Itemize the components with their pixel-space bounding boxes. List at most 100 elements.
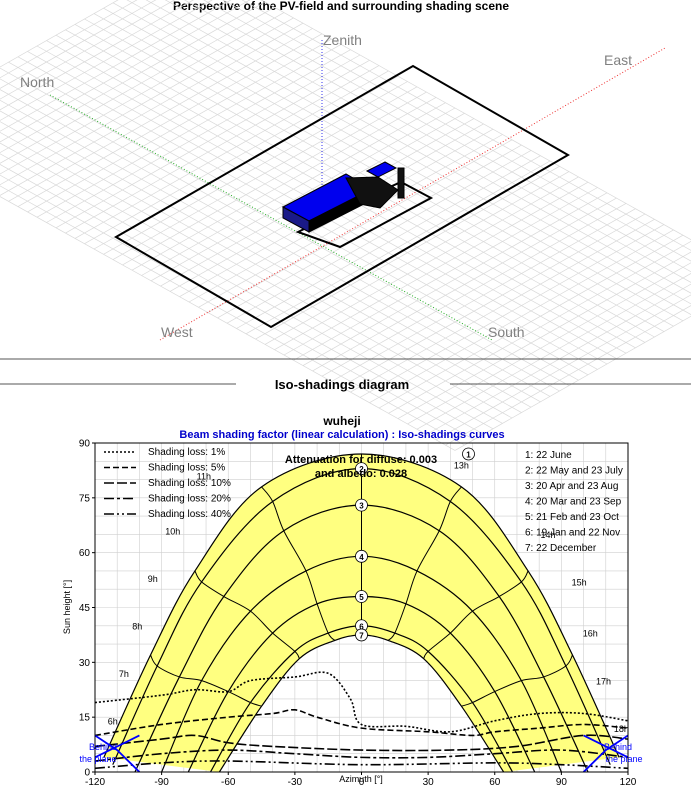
east-label: East xyxy=(604,52,632,68)
sun-path-marker-label: 7 xyxy=(359,631,364,640)
x-tick-label: -30 xyxy=(288,777,303,788)
x-tick-label: -60 xyxy=(221,777,236,788)
grid-line xyxy=(0,142,503,424)
west-east-axis xyxy=(159,47,666,341)
grid-line xyxy=(112,2,684,322)
north-south-axis xyxy=(49,94,493,341)
grid-line xyxy=(0,185,465,446)
shading-curve-10% xyxy=(95,734,628,752)
hour-label: 13h xyxy=(454,461,469,471)
hour-label: 11h xyxy=(197,472,211,482)
y-tick-label: 60 xyxy=(79,548,91,559)
y-tick-label: 0 xyxy=(84,768,90,779)
grid-line xyxy=(0,99,541,403)
grid-line xyxy=(407,262,691,425)
loss-legend-label: Shading loss: 5% xyxy=(148,463,225,474)
grid-line xyxy=(0,67,570,386)
grid-line xyxy=(222,0,691,262)
hour-line xyxy=(150,654,262,707)
plot-area: -120 -90 -60 -30 0 30 60 90 12001530456075901234… xyxy=(79,439,637,789)
behind-plane-right: Behind the plane xyxy=(604,742,643,764)
sun-path-marker xyxy=(462,447,475,461)
sun-path-marker-label: 2 xyxy=(359,465,364,474)
perspective-title: Perspective of the PV-field and surround… xyxy=(173,0,509,13)
site-boundary xyxy=(114,64,571,329)
sun-path-marker-label: 4 xyxy=(359,553,364,562)
grid-line xyxy=(454,315,691,451)
loss-legend-label: Shading loss: 20% xyxy=(148,494,231,505)
behind-plane-line-right xyxy=(583,734,628,759)
grid-line xyxy=(0,0,157,89)
y-tick-label: 75 xyxy=(79,493,91,504)
behind-plane-left-line2: the plane xyxy=(79,754,116,764)
date-legend-label: 4: 20 Mar and 23 Sep xyxy=(525,497,622,508)
building-tower xyxy=(397,167,405,199)
shading-curve-5% xyxy=(95,708,628,737)
sun-path-marker xyxy=(355,628,368,642)
sun-path-marker xyxy=(355,498,368,512)
plot-content xyxy=(95,443,628,772)
grid-line xyxy=(164,0,691,294)
pv-field-building xyxy=(281,161,434,249)
grid-line xyxy=(0,110,532,408)
date-legend-label: 6: 19 Jan and 22 Nov xyxy=(525,528,620,539)
shading-curve-1% xyxy=(95,671,628,733)
grid-line xyxy=(0,174,475,440)
sun-path-marker xyxy=(355,590,368,603)
west-label: West xyxy=(161,324,193,340)
sun-path-marker-label: 5 xyxy=(359,593,364,602)
behind-plane-line-left xyxy=(95,734,141,772)
date-legend-label: 5: 21 Feb and 23 Oct xyxy=(525,512,619,523)
x-tick-label: 120 xyxy=(620,777,637,788)
sun-path-marker xyxy=(355,462,368,475)
building-block xyxy=(345,176,399,209)
y-axis-label: Sun height [°] xyxy=(62,580,72,634)
grid-line xyxy=(0,164,484,435)
x-tick-label: -120 xyxy=(85,777,105,788)
behind-plane-left-line1: Behind xyxy=(89,742,117,752)
behind-plane-left: Behind the plane xyxy=(79,742,117,764)
grid-line xyxy=(241,0,691,251)
pv-roof-small xyxy=(365,161,398,178)
loss-legend-label: Shading loss: 10% xyxy=(148,478,231,489)
grid-line xyxy=(0,153,494,430)
grid-line xyxy=(183,0,691,283)
hour-label: 17h xyxy=(596,676,611,686)
behind-plane-right-line1: Behind xyxy=(604,742,632,752)
iso-shadings-chart: wuheji Beam shading factor (linear calcu… xyxy=(62,414,643,788)
grid-line xyxy=(260,0,691,241)
date-legend-label: 2: 22 May and 23 July xyxy=(525,466,623,477)
hour-line xyxy=(423,570,529,659)
grid-line xyxy=(416,273,691,430)
hour-label: 8h xyxy=(132,621,142,631)
perspective-scene: Perspective of the PV-field and surround… xyxy=(0,0,691,451)
south-label: South xyxy=(488,324,525,340)
x-tick-label: 90 xyxy=(556,777,568,788)
grid-line xyxy=(0,196,456,451)
grid-line xyxy=(0,89,551,397)
hour-label: 18h xyxy=(614,724,629,734)
north-label: North xyxy=(20,74,54,90)
x-tick-label: 30 xyxy=(423,777,435,788)
hour-label: 9h xyxy=(148,574,158,584)
behind-plane-line-right xyxy=(582,734,628,772)
hour-label: 16h xyxy=(583,629,598,639)
date-legend-label: 3: 20 Apr and 23 Aug xyxy=(525,481,618,492)
loss-legend-label: Shading loss: 40% xyxy=(148,509,231,520)
section-title: Iso-shadings diagram xyxy=(275,377,409,392)
date-legend-label: 1: 22 June xyxy=(525,450,572,461)
hour-line xyxy=(387,486,462,641)
shading-curve-20% xyxy=(95,749,628,762)
grid-line xyxy=(203,0,691,273)
hour-label: 15h xyxy=(572,578,587,588)
grid-line xyxy=(0,131,513,419)
zenith-label: Zenith xyxy=(323,32,362,48)
x-tick-label: 0 xyxy=(359,777,365,788)
hour-line xyxy=(261,486,336,641)
chart-subtitle: Beam shading factor (linear calculation)… xyxy=(179,429,504,441)
loss-legend-label: Shading loss: 1% xyxy=(148,447,225,458)
grid-line xyxy=(0,6,275,164)
x-axis-label: Azimuth [°] xyxy=(339,774,383,784)
date-legend-label: 7: 22 December xyxy=(525,543,597,554)
